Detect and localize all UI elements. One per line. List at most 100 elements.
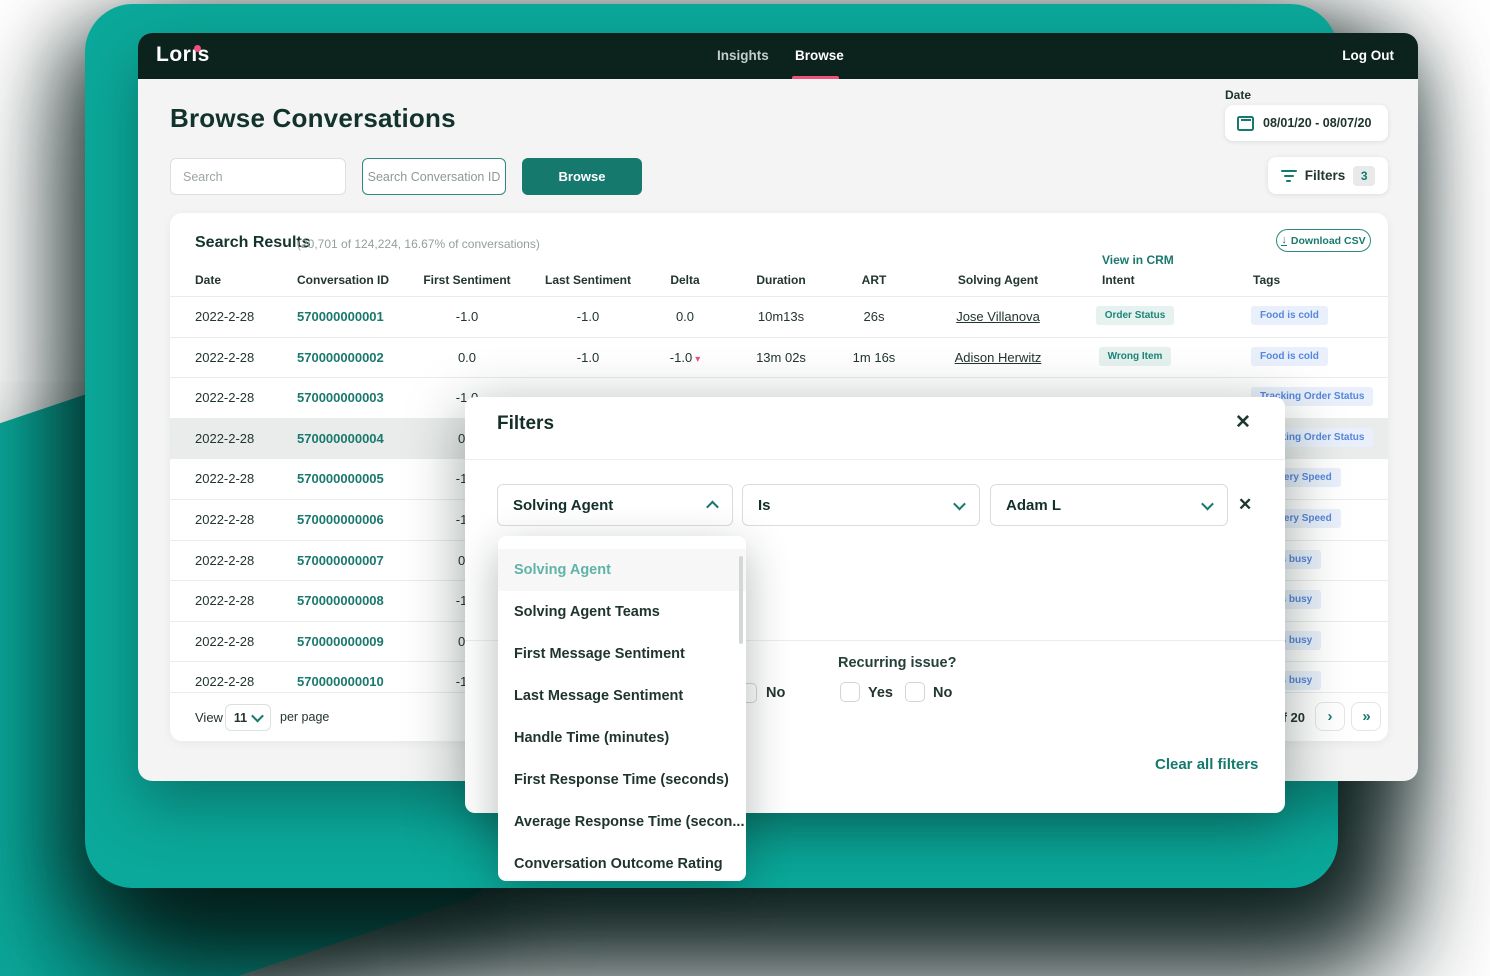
filters-modal: Filters ✕ Solving Agent Is Adam L ✕ No R… xyxy=(465,397,1285,813)
conversation-id-link[interactable]: 570000000007 xyxy=(297,552,384,568)
cell-date: 2022-2-28 xyxy=(195,430,255,446)
cell-date: 2022-2-28 xyxy=(195,390,255,406)
filter-value-select[interactable]: Adam L xyxy=(990,484,1228,526)
conversation-id-link[interactable]: 570000000004 xyxy=(297,430,384,446)
chevron-down-icon xyxy=(251,709,264,723)
column-header-conversation-id: Conversation ID xyxy=(297,273,390,287)
page-title: Browse Conversations xyxy=(170,103,456,133)
scrollbar-thumb[interactable] xyxy=(739,556,743,644)
cell-art: 26s xyxy=(863,309,885,324)
filter-field-dropdown: Solving Agent Solving Agent Teams First Me… xyxy=(498,536,746,881)
cell-art: 1m 16s xyxy=(852,349,896,365)
per-page-select[interactable]: 11 xyxy=(225,704,271,731)
conversation-id-link[interactable]: 570000000001 xyxy=(297,309,384,324)
cell-intent: Wrong Item xyxy=(1060,346,1210,366)
conversation-id-link[interactable]: 570000000010 xyxy=(297,674,384,690)
cell-date: 2022-2-28 xyxy=(195,593,255,609)
cell-date: 2022-2-28 xyxy=(195,349,255,365)
loris-logo: Lorıs xyxy=(156,43,210,66)
dropdown-option[interactable]: First Response Time (seconds) xyxy=(514,772,729,788)
cell-delta: 0.0 xyxy=(675,309,695,324)
download-icon: ↓ xyxy=(1281,234,1287,246)
cell-date: 2022-2-28 xyxy=(195,552,255,568)
browse-button[interactable]: Browse xyxy=(522,158,642,195)
modal-divider xyxy=(465,459,1285,460)
modal-title: Filters xyxy=(497,413,555,434)
filters-button[interactable]: Filters 3 xyxy=(1268,157,1388,194)
cell-delta: -1.0 ▾ xyxy=(669,349,701,365)
tag-badge: Food is cold xyxy=(1251,346,1328,366)
clear-all-filters-link[interactable]: Clear all filters xyxy=(1155,756,1259,773)
recurring-issue-label: Recurring issue? xyxy=(838,655,957,671)
next-page-button[interactable]: › xyxy=(1315,702,1345,731)
table-row[interactable]: 2022-2-28 570000000002 0.0 -1.0 -1.0 ▾ 13m 02s… xyxy=(170,336,1388,378)
cell-date: 2022-2-28 xyxy=(195,511,255,527)
solving-agent-link[interactable]: Adison Herwitz xyxy=(954,349,1042,365)
remove-filter-icon[interactable]: ✕ xyxy=(1238,495,1253,514)
active-tab-underline xyxy=(792,76,839,79)
modal-close-icon[interactable]: ✕ xyxy=(1235,412,1251,433)
conversation-id-link[interactable]: 570000000009 xyxy=(297,633,384,649)
last-page-button[interactable]: » xyxy=(1351,702,1381,731)
nav-item-browse[interactable]: Browse xyxy=(795,48,844,63)
view-in-crm-link[interactable]: View in CRM xyxy=(1102,253,1174,267)
cell-first-sentiment: -1.0 xyxy=(455,309,479,324)
cell-date: 2022-2-28 xyxy=(195,471,255,487)
conversation-id-link[interactable]: 570000000008 xyxy=(297,593,384,609)
dropdown-option[interactable]: Handle Time (minutes) xyxy=(514,730,670,746)
column-header-art: ART xyxy=(861,273,887,287)
search-input[interactable] xyxy=(170,158,346,195)
chevron-down-icon xyxy=(1201,497,1214,510)
conversation-id-link[interactable]: 570000000003 xyxy=(297,390,384,406)
column-header-solving-agent: Solving Agent xyxy=(957,273,1039,287)
recurring-no-label: No xyxy=(933,685,953,701)
filter-icon xyxy=(1280,169,1297,182)
date-range-picker[interactable]: 08/01/20 - 08/07/20 xyxy=(1225,105,1388,141)
column-header-duration: Duration xyxy=(756,273,806,287)
column-header-tags: Tags xyxy=(1253,273,1281,287)
results-title: Search Results xyxy=(195,234,311,251)
dropdown-option[interactable]: First Message Sentiment xyxy=(514,646,685,662)
logout-button[interactable]: Log Out xyxy=(1342,48,1394,63)
recurring-yes-label: Yes xyxy=(868,685,893,701)
download-csv-button[interactable]: ↓ Download CSV xyxy=(1276,229,1371,252)
date-label: Date xyxy=(1225,88,1252,102)
column-header-last-sentiment: Last Sentiment xyxy=(544,273,631,287)
dropdown-option[interactable]: Average Response Time (secon... xyxy=(514,814,745,830)
per-page-label: per page xyxy=(280,710,330,724)
date-range-value: 08/01/20 - 08/07/20 xyxy=(1263,116,1372,130)
view-label: View xyxy=(195,710,223,725)
nav-item-insights[interactable]: Insights xyxy=(717,48,769,63)
intent-badge: Wrong Item xyxy=(1098,346,1172,366)
column-header-delta: Delta xyxy=(670,273,700,287)
chevron-down-icon xyxy=(953,497,966,510)
intent-badge: Order Status xyxy=(1095,306,1175,325)
calendar-icon xyxy=(1237,115,1254,131)
solving-agent-link[interactable]: Jose Villanova xyxy=(956,309,1040,324)
filter-operator-select[interactable]: Is xyxy=(742,484,980,526)
chevron-up-icon xyxy=(706,500,719,513)
delta-down-icon: ▾ xyxy=(695,353,701,365)
cell-intent: Order Status xyxy=(1060,305,1210,325)
conversation-id-link[interactable]: 570000000006 xyxy=(297,511,384,527)
dropdown-option[interactable]: Solving Agent xyxy=(498,549,746,591)
conversation-id-link[interactable]: 570000000002 xyxy=(297,349,384,365)
dropdown-option[interactable]: Conversation Outcome Rating xyxy=(514,856,723,872)
filters-count-badge: 3 xyxy=(1353,165,1376,186)
conversation-id-link[interactable]: 570000000005 xyxy=(297,471,384,487)
recurring-no-checkbox[interactable] xyxy=(905,682,925,702)
cell-last-sentiment: -1.0 xyxy=(576,349,600,365)
filter-field-select[interactable]: Solving Agent xyxy=(497,484,733,526)
cell-tags: Food is cold xyxy=(1251,305,1328,325)
conversation-id-input[interactable] xyxy=(362,158,506,195)
dropdown-option[interactable]: Solving Agent Teams xyxy=(514,604,660,620)
cell-first-sentiment: 0.0 xyxy=(457,349,477,365)
table-row[interactable]: 2022-2-28 570000000001 -1.0 -1.0 0.0 10m13s 26… xyxy=(170,296,1388,337)
modal-divider xyxy=(465,640,1285,641)
column-header-date: Date xyxy=(195,273,222,287)
recurring-yes-checkbox[interactable] xyxy=(840,682,860,702)
cell-tags: Food is cold xyxy=(1251,346,1328,366)
dropdown-option[interactable]: Last Message Sentiment xyxy=(514,688,684,704)
column-header-first-sentiment: First Sentiment xyxy=(423,273,511,287)
